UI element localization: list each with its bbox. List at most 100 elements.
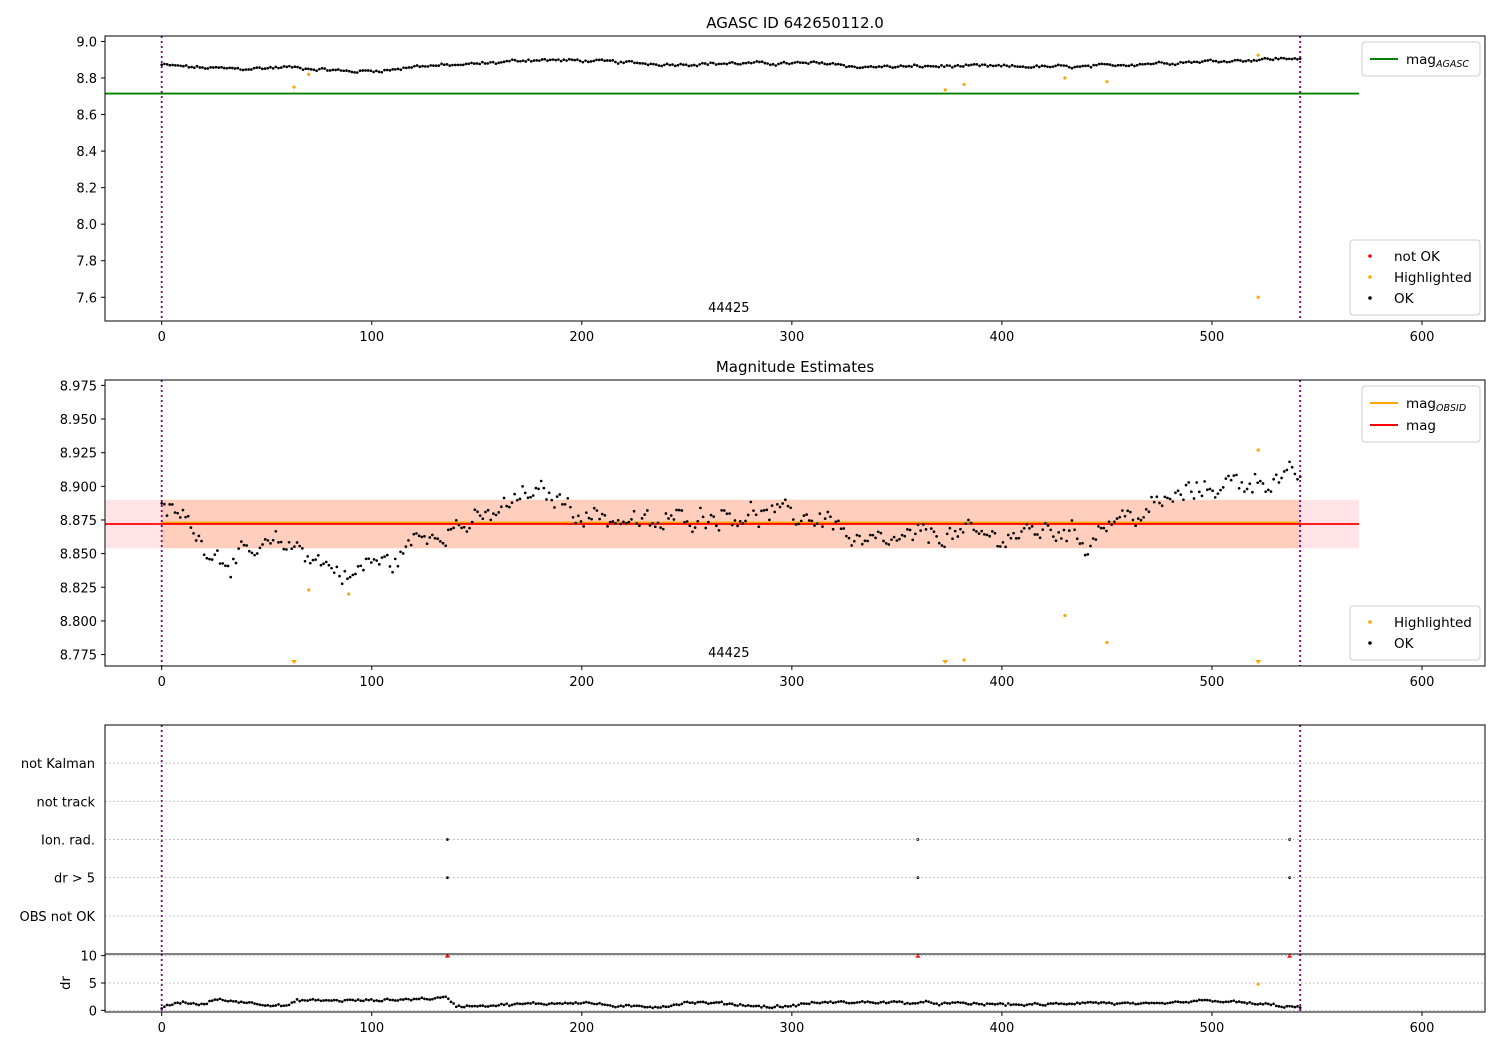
ok-point [923, 64, 927, 68]
ok-point [921, 523, 925, 526]
ok-point [250, 551, 254, 555]
ok-point [747, 61, 750, 64]
ok-point [205, 1002, 209, 1006]
ok-point [874, 1001, 877, 1005]
ok-point [847, 1001, 851, 1005]
ok-point [858, 1000, 861, 1004]
ok-point [1248, 1001, 1252, 1004]
ok-point [1021, 65, 1025, 68]
ok-point [730, 1002, 734, 1006]
ok-point [1184, 60, 1188, 64]
ok-point [1195, 481, 1199, 484]
ok-point [497, 1003, 501, 1007]
ok-point [423, 997, 426, 1001]
highlighted-point [292, 85, 296, 89]
ok-point [456, 63, 460, 67]
ok-point [1121, 509, 1124, 512]
ok-point [695, 64, 699, 68]
ok-point [783, 1004, 787, 1008]
ok-point [229, 999, 233, 1003]
ok-point [468, 1004, 471, 1008]
ok-point [1133, 64, 1136, 68]
ok-point [1241, 60, 1245, 63]
ok-point [234, 999, 238, 1003]
ok-point [330, 566, 333, 570]
ok-point [768, 63, 772, 67]
ok-point [362, 568, 365, 572]
ok-point [1197, 998, 1201, 1002]
ok-point [983, 63, 987, 67]
ok-point [375, 69, 378, 73]
ok-point [746, 513, 750, 517]
ok-point [768, 518, 771, 522]
y-tick-label: 8.850 [60, 548, 97, 563]
ok-point [579, 520, 583, 523]
legend-point-swatch [1368, 620, 1372, 624]
ok-point [959, 1001, 962, 1005]
ok-point [699, 506, 702, 510]
ok-point [505, 504, 509, 508]
ok-point [1035, 64, 1038, 67]
ok-point [1261, 1002, 1265, 1006]
ok-point [929, 64, 932, 68]
ok-point [937, 541, 941, 545]
ok-point [1036, 533, 1039, 536]
ok-point [170, 503, 174, 506]
ok-point [951, 537, 954, 541]
ok-point [566, 496, 570, 500]
ok-point [415, 997, 418, 1001]
ok-point [1124, 64, 1128, 68]
ok-point [1272, 1002, 1275, 1006]
ok-point [921, 1000, 925, 1004]
ok-point [651, 1006, 655, 1010]
ok-point [163, 62, 166, 66]
ok-point [301, 68, 305, 72]
legend-box [1349, 605, 1481, 661]
ok-point [834, 1001, 838, 1004]
ok-point [237, 1001, 241, 1005]
ok-point [757, 1004, 761, 1008]
ok-point [608, 520, 612, 524]
ok-point [797, 1003, 800, 1007]
ok-point [699, 1000, 702, 1004]
ok-point [842, 63, 846, 67]
ok-point [412, 997, 416, 1001]
ok-point [948, 64, 952, 68]
ok-point [444, 995, 448, 999]
ok-point [967, 1002, 970, 1006]
ok-point [722, 1002, 726, 1006]
ok-point [653, 1005, 657, 1009]
y-tick-label: 10 [80, 950, 97, 965]
ok-point [308, 998, 312, 1002]
ok-point [1030, 1003, 1034, 1006]
ok-point [330, 999, 333, 1002]
ok-point [940, 1002, 944, 1006]
highlighted-point [307, 72, 311, 76]
ok-point [1206, 59, 1210, 62]
ok-point [879, 1000, 883, 1004]
ok-point [483, 62, 487, 65]
ok-point [778, 505, 782, 509]
legend-box [1349, 239, 1481, 316]
ok-point [698, 63, 702, 66]
ok-point [635, 61, 639, 65]
ok-point [1171, 500, 1175, 503]
ok-point [194, 1002, 198, 1006]
ok-point [537, 1002, 540, 1005]
ok-point [999, 64, 1003, 68]
ok-point [423, 534, 426, 538]
ok-point [632, 1004, 636, 1008]
ok-point [184, 1001, 187, 1005]
ok-point [1051, 65, 1055, 69]
ok-point [356, 998, 360, 1001]
ok-point [1128, 510, 1132, 514]
legend-entry: mag [1406, 418, 1436, 434]
ok-point [252, 66, 256, 70]
ok-point [842, 1000, 846, 1004]
category-label: Ion. rad. [41, 834, 95, 849]
ok-point [725, 512, 729, 516]
ok-point [887, 1001, 891, 1004]
ok-point [260, 67, 264, 71]
ok-point [1126, 1001, 1130, 1004]
legend-entry: OK [1394, 291, 1415, 307]
